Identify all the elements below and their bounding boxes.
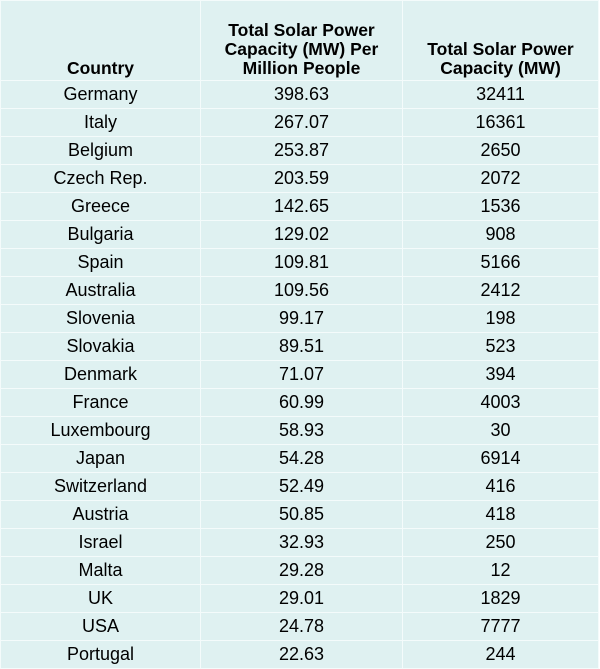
table-cell: 416 xyxy=(402,472,599,501)
table-cell: 129.02 xyxy=(200,220,403,249)
table-cell: 109.56 xyxy=(200,276,403,305)
table-cell: 2072 xyxy=(402,164,599,193)
table-cell: 253.87 xyxy=(200,136,403,165)
table-row: France 60.99 4003 xyxy=(0,388,599,417)
table-cell: 29.28 xyxy=(200,556,403,585)
column-header: Total Solar Power Capacity (MW) Per Mill… xyxy=(200,0,403,81)
table-row: Austria 50.85 418 xyxy=(0,500,599,529)
table-row: Spain 109.81 5166 xyxy=(0,248,599,277)
table-cell: Australia xyxy=(0,276,201,305)
table-cell: 71.07 xyxy=(200,360,403,389)
header-text: Total Solar Power Capacity (MW) xyxy=(427,39,574,78)
table-cell: 418 xyxy=(402,500,599,529)
table-cell: Slovakia xyxy=(0,332,201,361)
table-cell: 52.49 xyxy=(200,472,403,501)
table-cell: Belgium xyxy=(0,136,201,165)
table-cell: 60.99 xyxy=(200,388,403,417)
table-cell: 99.17 xyxy=(200,304,403,333)
table-body: Germany 398.63 32411 Italy 267.07 16361 Belgiu… xyxy=(0,80,599,669)
table-cell: 198 xyxy=(402,304,599,333)
table-row: USA 24.78 7777 xyxy=(0,612,599,641)
column-header: Total Solar Power Capacity (MW) xyxy=(402,0,599,81)
table-cell: Slovenia xyxy=(0,304,201,333)
table-cell: Denmark xyxy=(0,360,201,389)
table-row: Japan 54.28 6914 xyxy=(0,444,599,473)
table-cell: Israel xyxy=(0,528,201,557)
table-cell: 6914 xyxy=(402,444,599,473)
table-cell: Austria xyxy=(0,500,201,529)
table-cell: 109.81 xyxy=(200,248,403,277)
table-row: Greece 142.65 1536 xyxy=(0,192,599,221)
table-cell: Germany xyxy=(0,80,201,109)
column-header: Country xyxy=(0,0,201,81)
table-cell: 4003 xyxy=(402,388,599,417)
table-cell: Switzerland xyxy=(0,472,201,501)
table-cell: 50.85 xyxy=(200,500,403,529)
table-cell: Portugal xyxy=(0,640,201,669)
table-row: Australia 109.56 2412 xyxy=(0,276,599,305)
table-cell: 24.78 xyxy=(200,612,403,641)
table-cell: 250 xyxy=(402,528,599,557)
table-row: Malta 29.28 12 xyxy=(0,556,599,585)
table-cell: Japan xyxy=(0,444,201,473)
table-cell: 1829 xyxy=(402,584,599,613)
table-cell: 22.63 xyxy=(200,640,403,669)
table-cell: Czech Rep. xyxy=(0,164,201,193)
table-cell: 5166 xyxy=(402,248,599,277)
table-cell: 32411 xyxy=(402,80,599,109)
header-text: Total Solar Power Capacity (MW) Per Mill… xyxy=(224,20,379,78)
table-cell: 16361 xyxy=(402,108,599,137)
table-cell: Italy xyxy=(0,108,201,137)
table-cell: 29.01 xyxy=(200,584,403,613)
table-row: Portugal 22.63 244 xyxy=(0,640,599,669)
table-cell: 7777 xyxy=(402,612,599,641)
table-cell: 54.28 xyxy=(200,444,403,473)
table-cell: 398.63 xyxy=(200,80,403,109)
table-cell: 58.93 xyxy=(200,416,403,445)
table-row: Israel 32.93 250 xyxy=(0,528,599,557)
header-row: Country Total Solar Power Capacity (MW) … xyxy=(0,0,599,81)
table-row: Czech Rep. 203.59 2072 xyxy=(0,164,599,193)
table-cell: Luxembourg xyxy=(0,416,201,445)
table-cell: Malta xyxy=(0,556,201,585)
table-cell: 267.07 xyxy=(200,108,403,137)
table-row: Slovakia 89.51 523 xyxy=(0,332,599,361)
table-cell: Bulgaria xyxy=(0,220,201,249)
table-row: Switzerland 52.49 416 xyxy=(0,472,599,501)
table-cell: 142.65 xyxy=(200,192,403,221)
table-row: Denmark 71.07 394 xyxy=(0,360,599,389)
table-cell: 908 xyxy=(402,220,599,249)
table-cell: 32.93 xyxy=(200,528,403,557)
header-text: Country xyxy=(66,58,135,78)
table-cell: 203.59 xyxy=(200,164,403,193)
table-cell: 523 xyxy=(402,332,599,361)
table-cell: 12 xyxy=(402,556,599,585)
table-cell: 89.51 xyxy=(200,332,403,361)
table-row: Bulgaria 129.02 908 xyxy=(0,220,599,249)
table-header: Country Total Solar Power Capacity (MW) … xyxy=(0,0,599,81)
table-row: UK 29.01 1829 xyxy=(0,584,599,613)
table-cell: 2412 xyxy=(402,276,599,305)
table-cell: UK xyxy=(0,584,201,613)
table-cell: Spain xyxy=(0,248,201,277)
table-row: Germany 398.63 32411 xyxy=(0,80,599,109)
table-cell: 244 xyxy=(402,640,599,669)
table-row: Luxembourg 58.93 30 xyxy=(0,416,599,445)
table-row: Italy 267.07 16361 xyxy=(0,108,599,137)
table-row: Slovenia 99.17 198 xyxy=(0,304,599,333)
table-cell: USA xyxy=(0,612,201,641)
table-cell: 30 xyxy=(402,416,599,445)
table-cell: 2650 xyxy=(402,136,599,165)
table-cell: 394 xyxy=(402,360,599,389)
table-row: Belgium 253.87 2650 xyxy=(0,136,599,165)
table-cell: Greece xyxy=(0,192,201,221)
table-cell: France xyxy=(0,388,201,417)
table-cell: 1536 xyxy=(402,192,599,221)
